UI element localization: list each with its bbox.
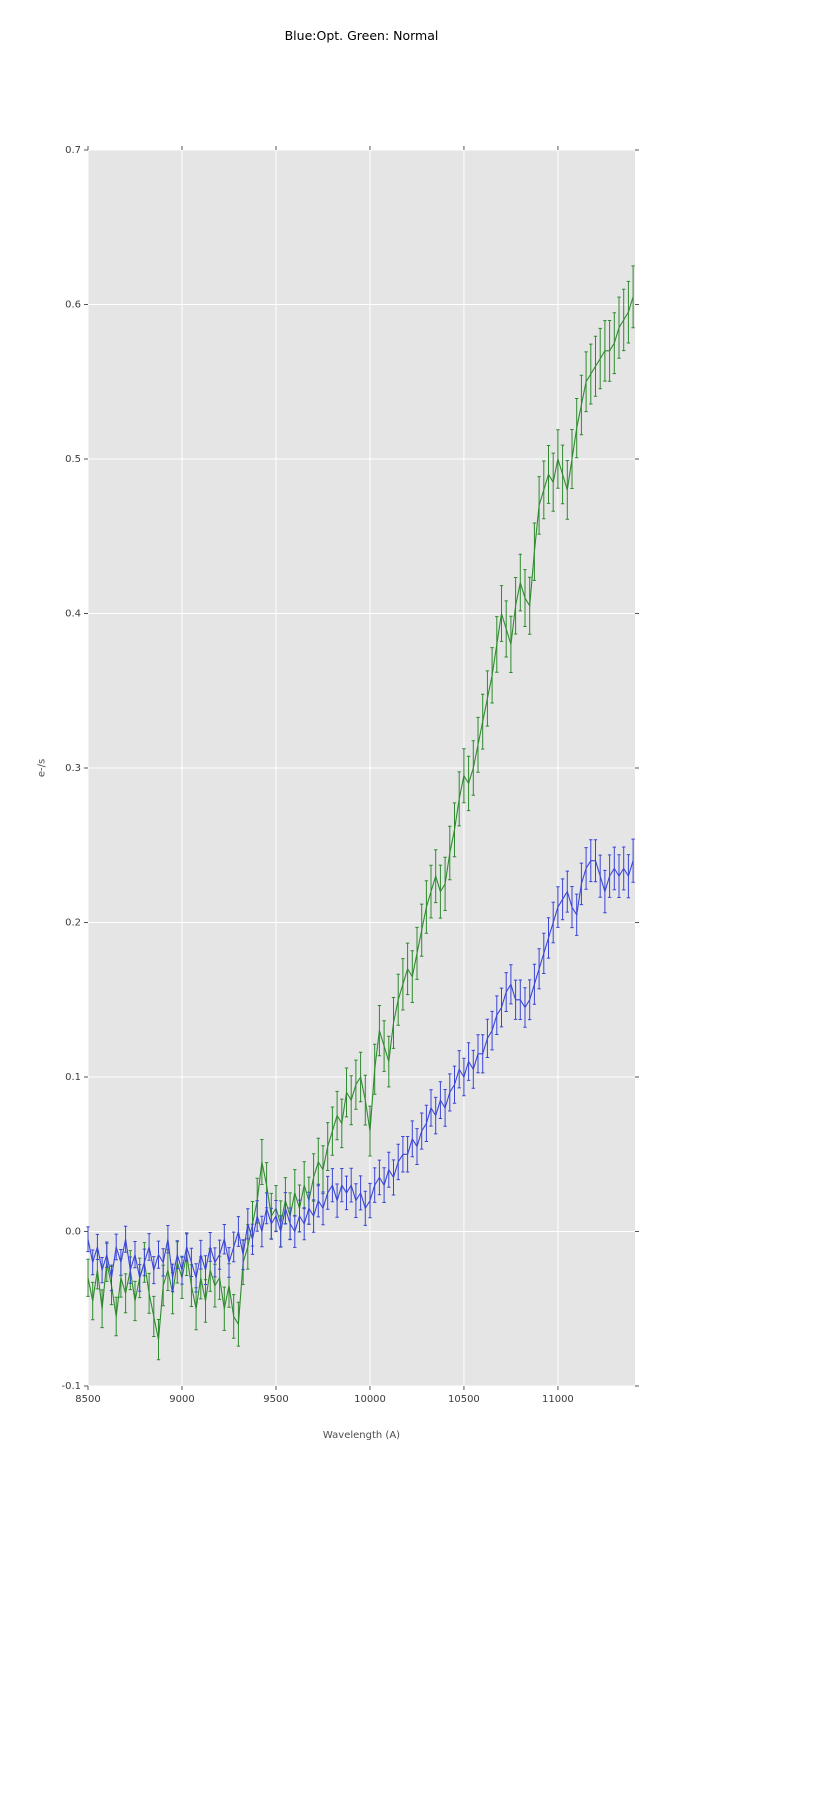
y-tick-label: 0.6 — [65, 300, 81, 311]
series-line-Normal — [87, 296, 634, 1340]
y-tick-label: -0.1 — [61, 1381, 81, 1392]
x-tick-label: 10500 — [448, 1394, 480, 1405]
y-tick-label: 0.0 — [65, 1227, 81, 1238]
series-line-Opt — [87, 860, 634, 1278]
x-axis-label: Wavelength (A) — [322, 1430, 401, 1441]
chart-plot-area: -0.1 0.0 0.1 0.2 0.3 0.4 0.5 0.6 0.7 8500 9000 9500… — [61, 145, 639, 1405]
x-tick-label: 10000 — [354, 1394, 386, 1405]
series-errorbars-Opt — [86, 838, 635, 1293]
x-tick-label: 11000 — [542, 1394, 574, 1405]
y-axis-label: e-/s — [36, 758, 48, 778]
y-tick-label: 0.3 — [65, 763, 81, 774]
x-tick-label: 8500 — [75, 1394, 100, 1405]
y-tick-label: 0.2 — [65, 918, 81, 929]
y-tick-label: 0.5 — [65, 454, 81, 465]
chart-title: Blue:Opt. Green: Normal — [284, 28, 439, 43]
x-tick-label: 9000 — [169, 1394, 194, 1405]
y-tick-label: 0.4 — [65, 609, 81, 620]
x-tick-label: 9500 — [263, 1394, 288, 1405]
y-tick-label: 0.7 — [65, 145, 81, 156]
y-tick-label: 0.1 — [65, 1072, 81, 1083]
